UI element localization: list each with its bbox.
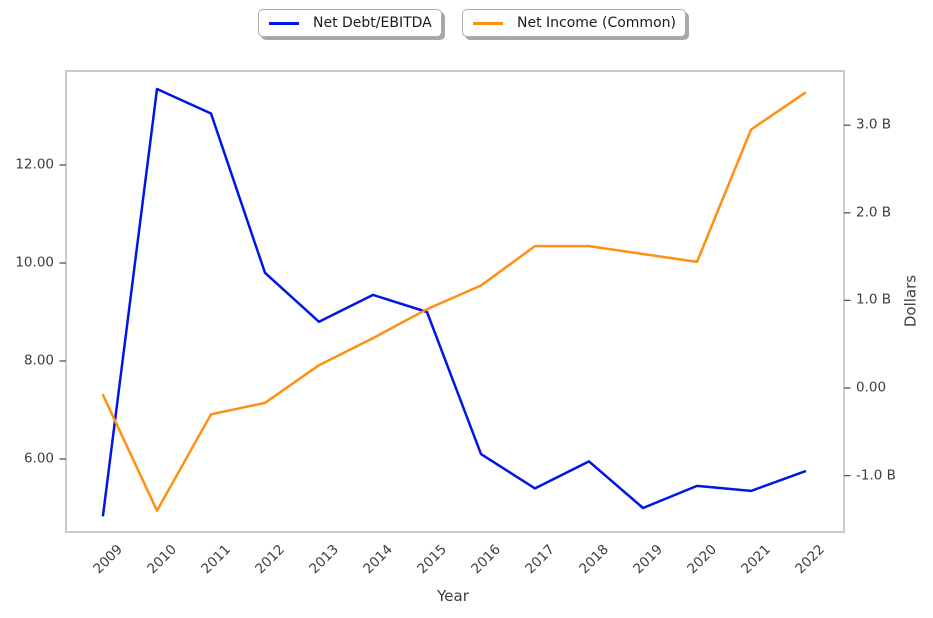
net-debt-ebitda-line (101, 87, 807, 517)
left-y-tick-label: 6.00 (23, 450, 54, 467)
net-debt-ebitda-line-sample-icon (269, 21, 299, 25)
right-y-tick-label: 1.0 B (856, 291, 892, 308)
right-axis-title: Dollars (901, 274, 920, 328)
left-y-tick-label: 10.00 (15, 254, 54, 271)
net-income-line-sample-icon (473, 21, 503, 25)
plot-area (65, 70, 845, 533)
net-income-line (101, 91, 807, 512)
right-y-tick-label: 0.00 (856, 379, 887, 396)
legend-label-net-debt-ebitda: Net Debt/EBITDA (313, 15, 432, 31)
right-y-tick-label: 3.0 B (856, 116, 892, 133)
right-y-tick-label: -1.0 B (856, 466, 896, 483)
right-y-tick-label: 2.0 B (856, 204, 892, 221)
left-y-tick-label: 8.00 (23, 352, 54, 369)
legend-label-net-income-common: Net Income (Common) (517, 15, 676, 31)
x-axis-title: Year (437, 587, 469, 605)
legend-item-net-debt-ebitda: Net Debt/EBITDA (258, 9, 442, 37)
left-y-tick-label: 12.00 (15, 156, 54, 173)
legend-item-net-income-common: Net Income (Common) (462, 9, 686, 37)
